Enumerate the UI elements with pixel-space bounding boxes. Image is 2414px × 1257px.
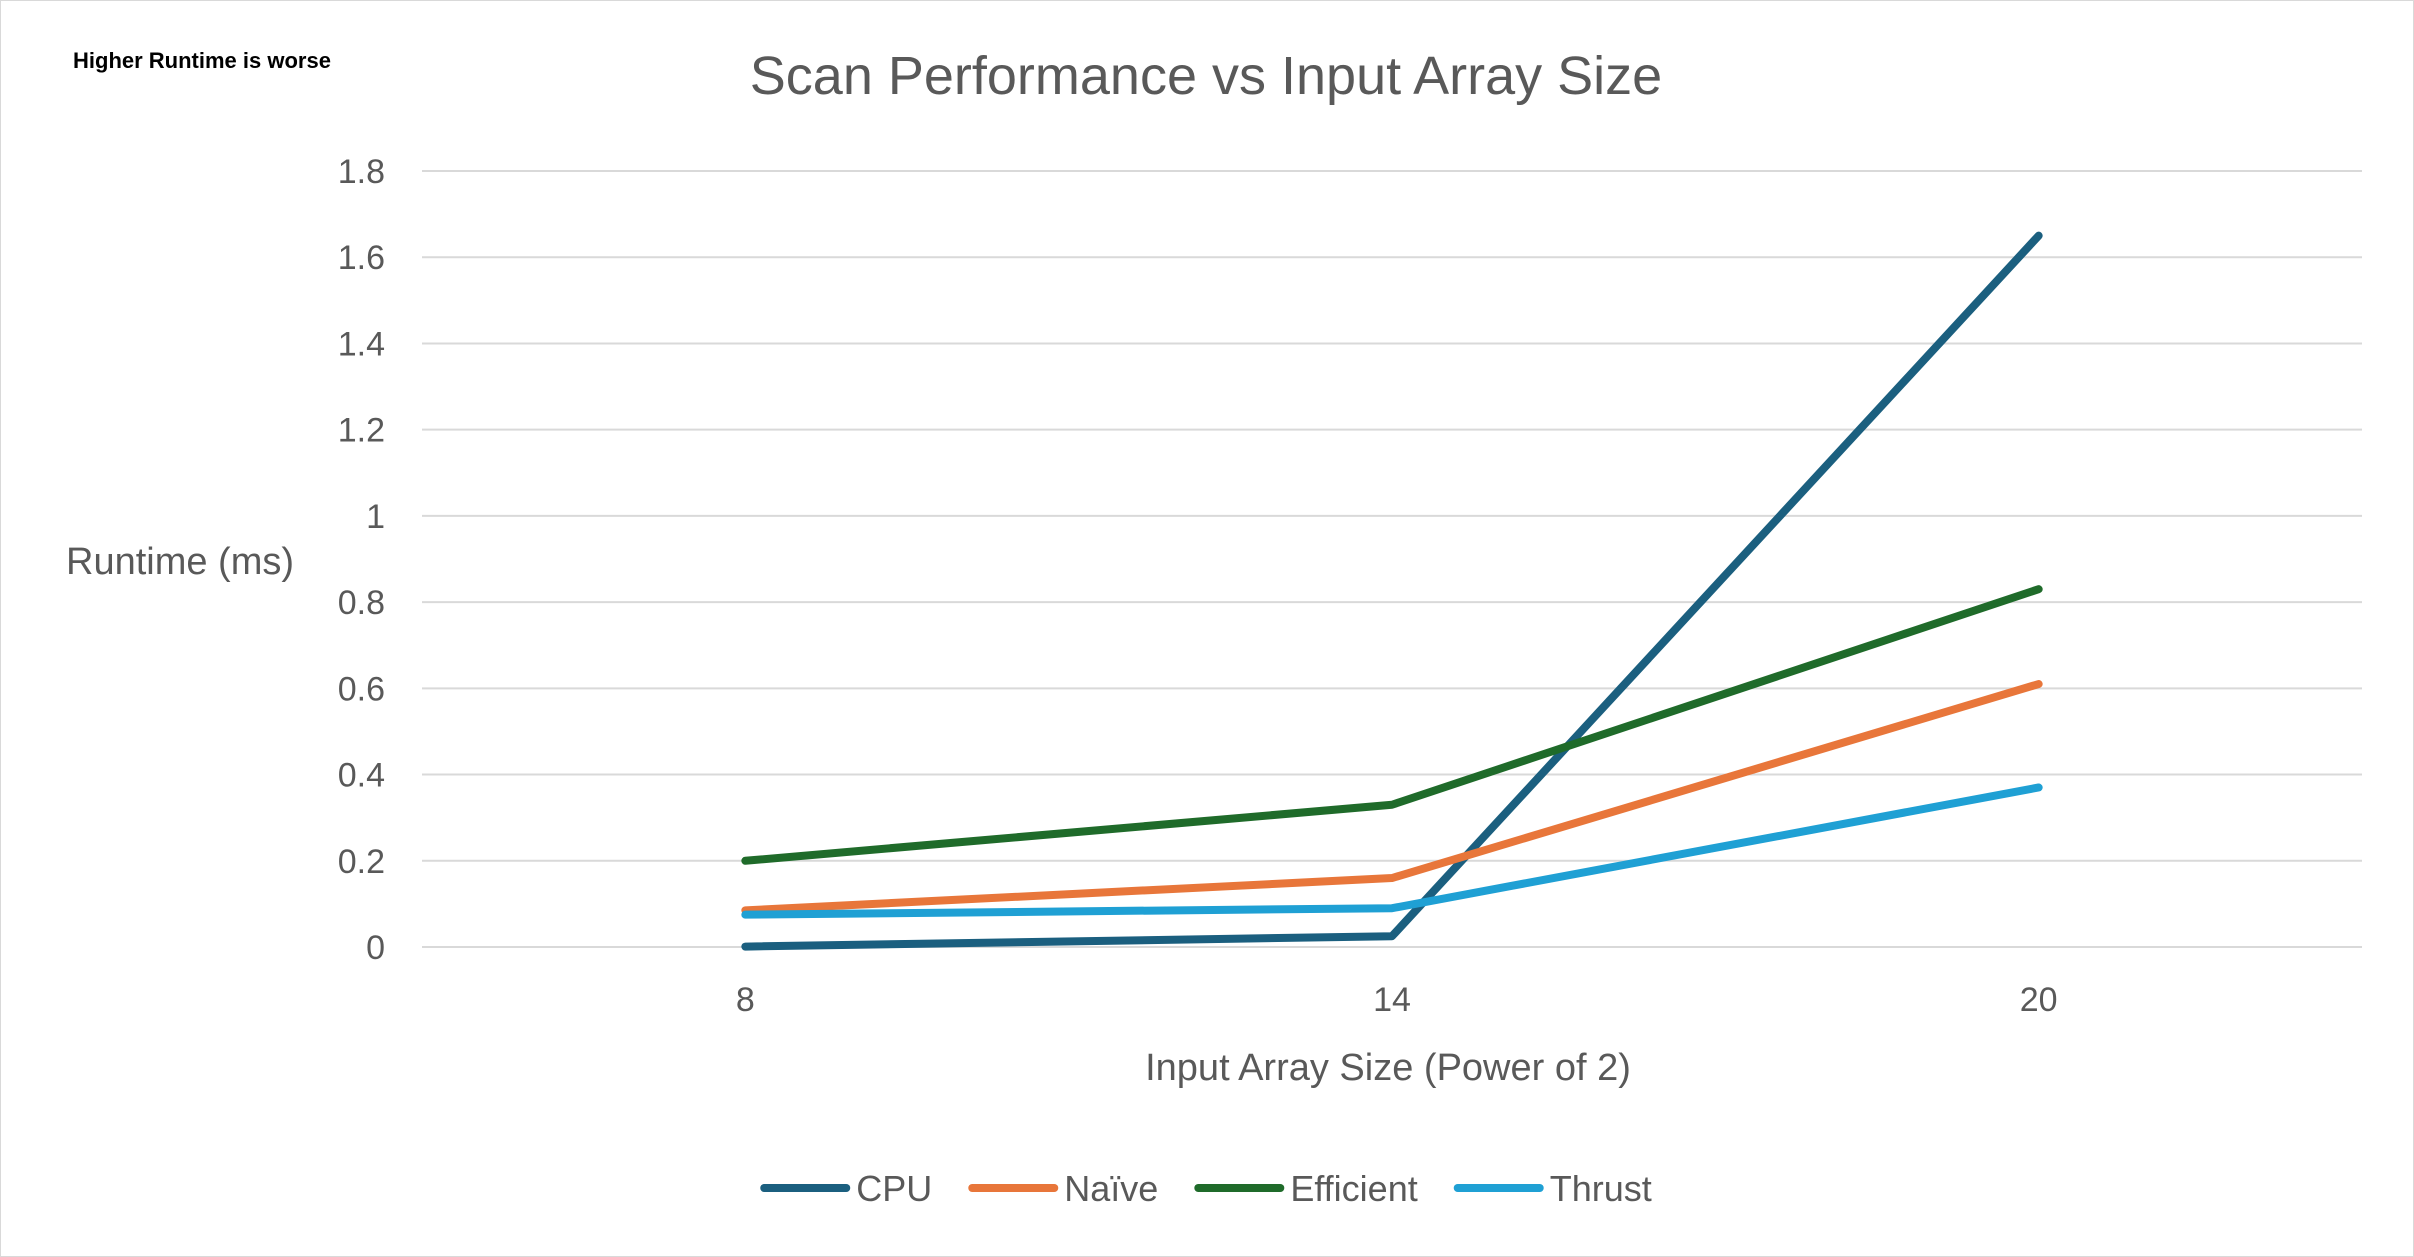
series-line-nave <box>741 680 2043 915</box>
chart-title: Scan Performance vs Input Array Size <box>750 46 1662 106</box>
y-tick-label: 1.2 <box>338 412 385 450</box>
series-lines <box>741 231 2043 951</box>
legend-label: Naïve <box>1064 1168 1158 1209</box>
annotation-note: Higher Runtime is worse <box>73 48 331 73</box>
y-tick-label: 0.6 <box>338 670 385 708</box>
x-tick-label: 8 <box>736 981 755 1019</box>
y-axis-label: Runtime (ms) <box>66 541 294 583</box>
y-tick-label: 0.2 <box>338 843 385 881</box>
series-line-cpu <box>741 231 2043 951</box>
y-tick-label: 1.6 <box>338 239 385 277</box>
gridlines <box>422 170 2362 948</box>
x-axis-label: Input Array Size (Power of 2) <box>1145 1047 1631 1089</box>
y-tick-label: 1 <box>366 498 385 536</box>
y-tick-label: 1.4 <box>338 325 385 363</box>
y-ticks: 0 0.2 0.4 0.6 0.8 1 1.2 1.4 1.6 1.8 <box>338 153 385 967</box>
series-line-efficient <box>741 585 2043 865</box>
y-tick-label: 0 <box>366 929 385 967</box>
legend-label: Efficient <box>1290 1168 1417 1209</box>
x-ticks: 8 14 20 <box>736 981 2058 1019</box>
legend-label: CPU <box>856 1168 932 1209</box>
y-tick-label: 0.4 <box>338 757 385 795</box>
x-tick-label: 20 <box>2020 981 2058 1019</box>
y-tick-label: 0.8 <box>338 584 385 622</box>
series-line-thrust <box>741 783 2043 919</box>
x-tick-label: 14 <box>1373 981 1411 1019</box>
y-tick-label: 1.8 <box>338 153 385 191</box>
legend-label: Thrust <box>1550 1168 1652 1209</box>
legend: CPU Naïve Efficient Thrust <box>760 1168 1652 1209</box>
